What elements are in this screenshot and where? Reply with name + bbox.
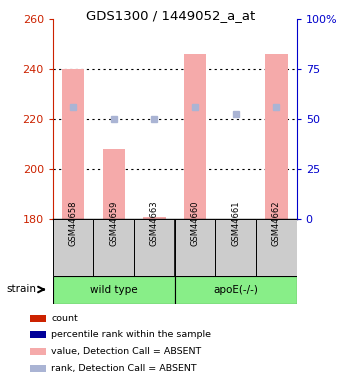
Bar bbox=[134, 219, 175, 276]
Text: wild type: wild type bbox=[90, 285, 138, 295]
Text: GSM44658: GSM44658 bbox=[69, 201, 78, 246]
Bar bbox=[30, 364, 46, 372]
Bar bbox=[175, 276, 297, 304]
Bar bbox=[62, 69, 84, 219]
Text: GSM44661: GSM44661 bbox=[231, 201, 240, 246]
Text: strain: strain bbox=[7, 285, 37, 294]
Text: apoE(-/-): apoE(-/-) bbox=[213, 285, 258, 295]
Bar bbox=[256, 219, 297, 276]
Text: GDS1300 / 1449052_a_at: GDS1300 / 1449052_a_at bbox=[86, 9, 255, 22]
Bar bbox=[265, 54, 287, 219]
Bar bbox=[184, 54, 206, 219]
Bar bbox=[30, 331, 46, 338]
Bar bbox=[175, 219, 216, 276]
Text: GSM44662: GSM44662 bbox=[272, 201, 281, 246]
Bar bbox=[53, 219, 93, 276]
Bar bbox=[30, 348, 46, 355]
Text: rank, Detection Call = ABSENT: rank, Detection Call = ABSENT bbox=[51, 364, 197, 373]
Bar bbox=[53, 276, 175, 304]
Text: percentile rank within the sample: percentile rank within the sample bbox=[51, 330, 211, 339]
Text: value, Detection Call = ABSENT: value, Detection Call = ABSENT bbox=[51, 347, 201, 356]
Bar bbox=[216, 219, 256, 276]
Bar bbox=[93, 219, 134, 276]
Text: GSM44663: GSM44663 bbox=[150, 201, 159, 246]
Bar bbox=[143, 217, 166, 219]
Text: GSM44660: GSM44660 bbox=[191, 201, 199, 246]
Bar bbox=[30, 315, 46, 322]
Bar bbox=[103, 149, 125, 219]
Text: GSM44659: GSM44659 bbox=[109, 201, 118, 246]
Text: count: count bbox=[51, 314, 78, 322]
